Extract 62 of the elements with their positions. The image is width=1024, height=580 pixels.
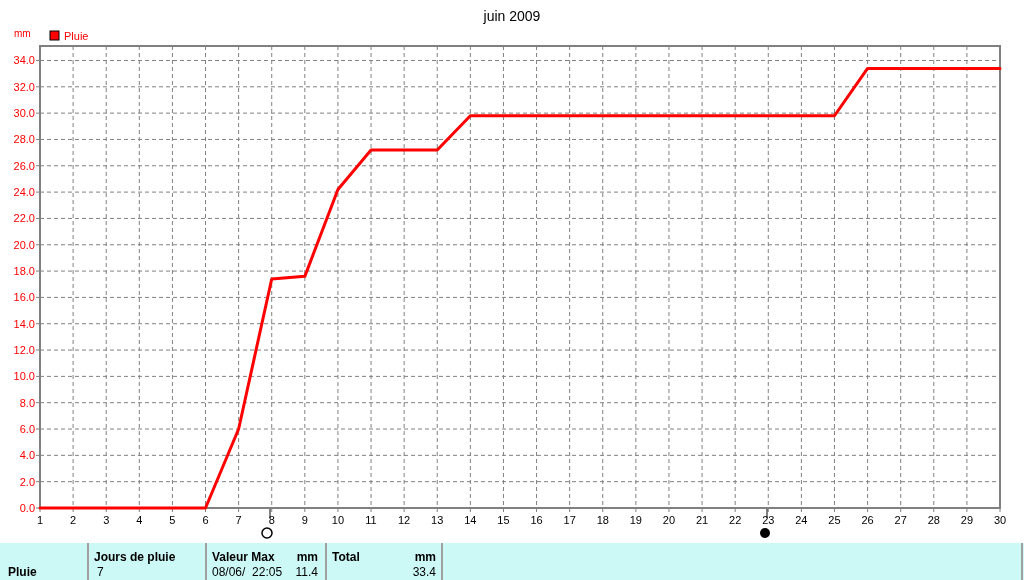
text: Pluie — [8, 565, 37, 579]
y-tick-label: 34.0 — [13, 54, 35, 67]
x-tick-label: 4 — [136, 514, 143, 526]
y-tick-label: 18.0 — [13, 265, 35, 278]
x-tick-label: 7 — [235, 514, 242, 526]
x-tick-label: 15 — [497, 514, 510, 526]
x-tick-label: 21 — [695, 514, 709, 526]
x-tick-label: 20 — [662, 514, 676, 526]
x-tick-label: 13 — [431, 514, 444, 526]
x-tick-label: 11 — [365, 514, 377, 526]
y-tick-label: 30.0 — [13, 107, 35, 120]
x-tick-label: 2 — [70, 514, 77, 526]
y-tick-label: 32.0 — [13, 80, 35, 93]
x-tick-label: 17 — [563, 514, 576, 526]
text: 08/06/ 22:05 — [212, 565, 283, 579]
x-tick-label: 16 — [530, 514, 543, 526]
x-tick-label: 3 — [103, 514, 110, 526]
x-tick-label: 18 — [596, 514, 609, 526]
x-tick-label: 25 — [828, 514, 841, 526]
y-tick-label: 14.0 — [13, 317, 35, 330]
y-tick-label: 16.0 — [13, 291, 35, 304]
text: mm — [296, 550, 318, 564]
x-tick-label: 1 — [36, 514, 44, 526]
y-tick-label: 20.0 — [13, 238, 35, 251]
text: Valeur Max — [212, 550, 276, 564]
y-tick-label: 26.0 — [13, 159, 35, 172]
x-tick-label: 9 — [301, 514, 308, 526]
x-tick-label: 14 — [464, 514, 477, 526]
y-tick-label: 10.0 — [13, 370, 35, 383]
legend-label: Pluie — [64, 30, 89, 42]
x-tick-label: 23 — [762, 514, 775, 526]
x-tick-label: 6 — [202, 514, 209, 526]
text: Total — [332, 550, 360, 564]
x-tick-label: 24 — [795, 514, 808, 526]
y-tick-label: 24.0 — [13, 186, 35, 199]
text: 11.4 — [295, 565, 319, 579]
x-tick-label: 29 — [960, 514, 974, 526]
x-tick-label: 12 — [398, 514, 411, 526]
x-tick-label: 28 — [927, 514, 940, 526]
x-tick-label: 8 — [268, 514, 275, 526]
y-tick-label: 4.0 — [19, 449, 35, 462]
x-tick-label: 10 — [331, 514, 345, 526]
text: 7 — [97, 565, 104, 579]
x-tick-label: 5 — [169, 514, 176, 526]
x-tick-label: 22 — [729, 514, 742, 526]
text: mm — [414, 550, 436, 564]
chart-title: juin 2009 — [482, 8, 541, 24]
y-axis-title: mm — [14, 28, 31, 39]
x-tick-label: 30 — [993, 514, 1007, 526]
line-series — [38, 66, 1002, 510]
x-tick-label: 19 — [629, 514, 642, 526]
text: Jours de pluie — [94, 550, 176, 564]
text: 33.4 — [412, 565, 437, 579]
y-tick-label: 2.0 — [19, 475, 35, 488]
y-tick-label: 28.0 — [13, 133, 35, 146]
y-tick-label: 12.0 — [13, 344, 35, 357]
x-tick-label: 26 — [861, 514, 874, 526]
y-tick-label: 22.0 — [13, 212, 35, 225]
y-tick-label: 0.0 — [19, 502, 35, 514]
x-tick-label: 27 — [894, 514, 907, 526]
y-tick-label: 8.0 — [19, 396, 35, 409]
y-tick-label: 6.0 — [19, 423, 35, 436]
